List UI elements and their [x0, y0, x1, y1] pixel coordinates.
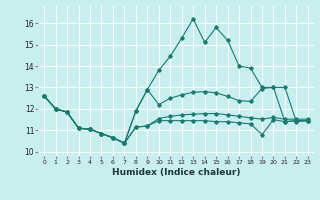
X-axis label: Humidex (Indice chaleur): Humidex (Indice chaleur) — [112, 168, 240, 177]
